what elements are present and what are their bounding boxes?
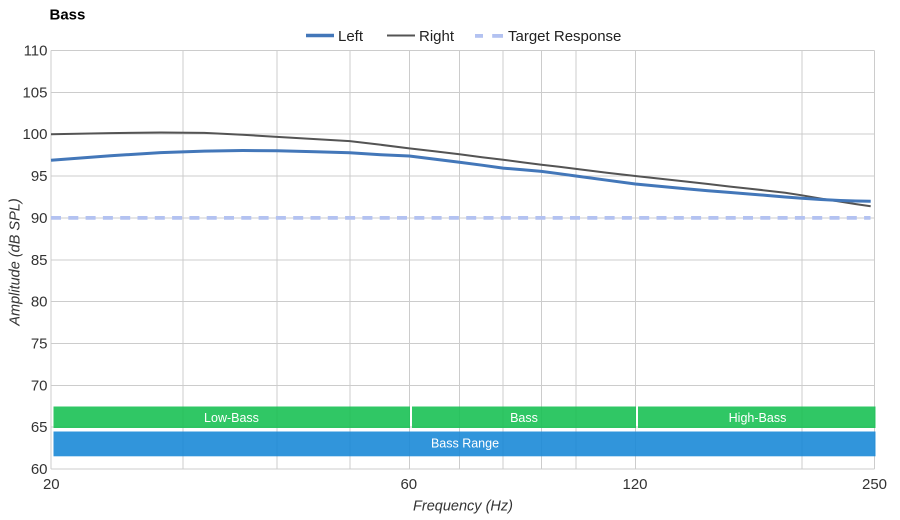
svg-text:Bass: Bass: [50, 7, 86, 24]
svg-text:60: 60: [31, 461, 48, 478]
svg-text:Bass: Bass: [510, 411, 538, 425]
svg-text:80: 80: [31, 294, 48, 311]
svg-text:Left: Left: [338, 28, 364, 45]
svg-text:High-Bass: High-Bass: [729, 411, 787, 425]
svg-text:105: 105: [22, 84, 47, 101]
svg-text:95: 95: [31, 168, 48, 185]
svg-text:90: 90: [31, 210, 48, 227]
svg-text:60: 60: [400, 476, 417, 493]
svg-text:85: 85: [31, 252, 48, 269]
svg-text:Frequency (Hz): Frequency (Hz): [413, 499, 513, 515]
svg-text:Bass Range: Bass Range: [431, 436, 499, 450]
svg-text:75: 75: [31, 335, 48, 352]
svg-text:20: 20: [43, 476, 60, 493]
svg-text:120: 120: [622, 476, 647, 493]
svg-text:70: 70: [31, 377, 48, 394]
svg-text:Right: Right: [419, 28, 455, 45]
svg-text:100: 100: [22, 126, 47, 143]
svg-text:Target Response: Target Response: [508, 28, 621, 45]
svg-text:110: 110: [24, 43, 48, 60]
svg-text:Low-Bass: Low-Bass: [204, 411, 259, 425]
svg-text:65: 65: [31, 419, 48, 436]
svg-text:250: 250: [862, 476, 887, 493]
svg-text:Amplitude (dB SPL): Amplitude (dB SPL): [8, 198, 24, 326]
